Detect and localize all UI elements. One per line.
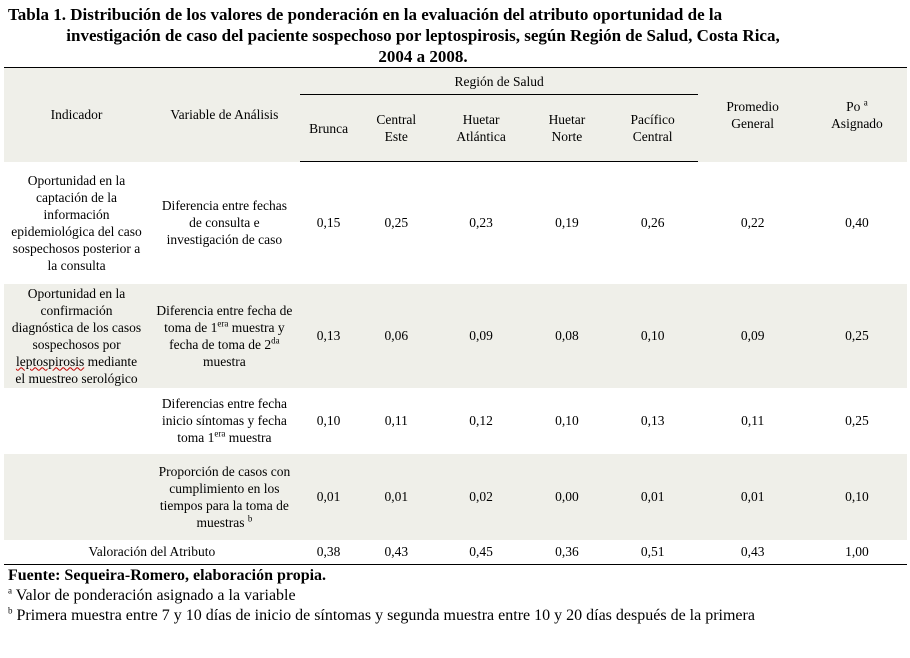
total-value-0: 0,38 <box>299 539 358 565</box>
footnote-b-mark: b <box>8 605 13 616</box>
total-value-4: 0,51 <box>606 539 699 565</box>
title-line-2: investigación de caso del paciente sospe… <box>66 26 780 45</box>
header-po-label: Po <box>846 98 861 114</box>
footnote-b-text: Primera muestra entre 7 y 10 días de ini… <box>16 607 755 624</box>
header-indicador: Indicador <box>4 67 150 162</box>
table-row: Proporción de casos con cumplimiento en … <box>4 453 907 540</box>
footnote-a-mark: a <box>8 585 12 596</box>
table-title: Tabla 1. Distribución de los valores de … <box>8 4 838 67</box>
row-2-variable-a: Diferencia entre fecha de toma de 1 <box>156 302 293 335</box>
header-variable: Variable de Análisis <box>149 67 300 162</box>
total-row: Valoración del Atributo 0,38 0,43 0,45 0… <box>4 539 907 565</box>
total-label: Valoración del Atributo <box>4 539 300 565</box>
title-line-3: 2004 a 2008. <box>378 47 468 66</box>
row-1-variable: Diferencia entre fechas de consulta e in… <box>161 198 287 247</box>
row-1-value-4: 0,26 <box>640 215 665 231</box>
row-3-variable-b: muestra <box>228 430 272 445</box>
row-2-variable-sup2: da <box>271 335 280 345</box>
total-promedio: 0,43 <box>698 539 807 565</box>
row-3-variable-a: Diferencias entre fecha inicio síntomas … <box>161 396 287 445</box>
source-note: Fuente: Sequeira-Romero, elaboración pro… <box>8 567 327 584</box>
row-3-variable: Diferencias entre fecha inicio síntomas … <box>149 388 300 454</box>
row-4-indicator <box>4 453 150 540</box>
row-3-value-3: 0,10 <box>555 413 579 428</box>
row-1-indicator: Oportunidad en la captación de la inform… <box>11 172 142 273</box>
row-2-variable-b: muestra y fecha de toma de 2 <box>169 319 285 352</box>
row-2-variable-sup1: era <box>217 318 229 328</box>
row-4-variable-sup: b <box>247 513 253 523</box>
header-po-sup: a <box>863 97 868 108</box>
row-1-value-1: 0,25 <box>384 215 409 231</box>
footnote-a: a Valor de ponderación asignado a la var… <box>8 586 888 606</box>
header-region: Región de Salud <box>299 67 699 95</box>
row-1-promedio: 0,22 <box>740 215 765 230</box>
footnote-b: b Primera muestra entre 7 y 10 días de i… <box>8 606 888 626</box>
table-row: Diferencias entre fecha inicio síntomas … <box>4 388 907 454</box>
row-4-value-3: 0,00 <box>527 453 607 540</box>
row-3-value-2: 0,12 <box>469 413 493 428</box>
table-footer: Fuente: Sequeira-Romero, elaboración pro… <box>8 566 888 626</box>
row-4-variable: Proporción de casos con cumplimiento en … <box>149 453 300 540</box>
row-4-value-2: 0,02 <box>435 453 527 540</box>
total-po: 1,00 <box>806 539 907 565</box>
row-4-value-1: 0,01 <box>357 453 436 540</box>
header-po-asignado: Asignado <box>831 115 883 131</box>
row-3-value-1: 0,11 <box>384 413 408 428</box>
row-4-po: 0,10 <box>806 453 907 540</box>
row-2-indicator-b: leptospirosis <box>15 353 85 369</box>
footnote-a-text: Valor de ponderación asignado a la varia… <box>15 587 296 604</box>
row-2-indicator: Oportunidad en la confirmación diagnósti… <box>4 283 150 388</box>
row-4-variable-text: Proporción de casos con cumplimiento en … <box>158 463 291 530</box>
data-table: Indicador Variable de Análisis Región de… <box>4 67 907 565</box>
row-4-promedio: 0,01 <box>698 453 807 540</box>
row-1-value-0: 0,15 <box>316 215 341 231</box>
row-3-indicator <box>4 388 149 454</box>
row-1-value-3: 0,19 <box>555 215 579 231</box>
row-4-value-4: 0,01 <box>606 453 699 540</box>
row-2-value-1: 0,06 <box>357 283 436 388</box>
header-row-2: Brunca Central Este Huetar Atlántica Hue… <box>4 94 907 162</box>
header-region-1: Central Este <box>357 94 436 162</box>
row-1-po: 0,40 <box>845 215 869 230</box>
header-promedio: Promedio General <box>698 67 807 162</box>
row-2-po: 0,25 <box>806 283 907 388</box>
row-2-value-3: 0,08 <box>527 283 607 388</box>
row-2-indicator-a: Oportunidad en la confirmación diagnósti… <box>11 285 142 352</box>
row-2-variable-c: muestra <box>203 353 246 369</box>
row-2-indicator-c: mediante el muestreo serológico <box>15 353 138 386</box>
row-3-value-0: 0,10 <box>316 413 341 428</box>
row-2-value-4: 0,10 <box>606 283 699 388</box>
row-2-variable: Diferencia entre fecha de toma de 1era m… <box>149 283 300 388</box>
header-po: Po a Asignado <box>806 67 907 162</box>
header-region-0: Brunca <box>299 94 358 162</box>
total-value-2: 0,45 <box>435 539 527 565</box>
row-2-value-2: 0,09 <box>435 283 527 388</box>
header-row-1: Indicador Variable de Análisis Región de… <box>4 67 907 162</box>
row-2-value-0: 0,13 <box>299 283 358 388</box>
row-3-value-4: 0,13 <box>640 413 665 428</box>
total-value-3: 0,36 <box>527 539 607 565</box>
header-region-4: Pacífico Central <box>606 94 699 162</box>
row-4-value-0: 0,01 <box>299 453 358 540</box>
table-row: Oportunidad en la captación de la inform… <box>4 162 907 284</box>
row-3-po: 0,25 <box>845 413 869 428</box>
table-row: Oportunidad en la confirmación diagnósti… <box>4 283 907 388</box>
header-region-3: Huetar Norte <box>527 94 607 162</box>
header-region-2: Huetar Atlántica <box>435 94 527 162</box>
row-1-value-2: 0,23 <box>469 215 493 231</box>
row-2-promedio: 0,09 <box>698 283 807 388</box>
total-value-1: 0,43 <box>357 539 436 565</box>
row-3-promedio: 0,11 <box>741 413 765 428</box>
row-3-variable-sup: era <box>214 428 226 439</box>
title-line-1: Tabla 1. Distribución de los valores de … <box>8 5 723 24</box>
